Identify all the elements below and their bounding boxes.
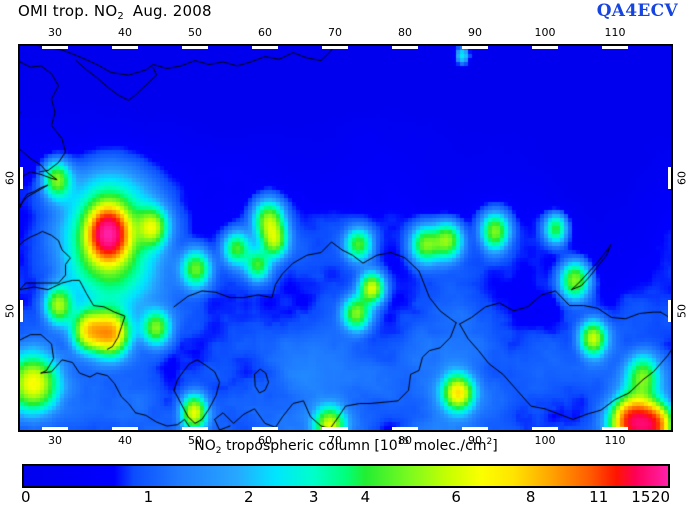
colorbar-tick-label-11: 11 <box>589 488 609 506</box>
x-tick-label-100: 100 <box>534 26 556 39</box>
y-tick-label-right-50: 50 <box>675 303 689 318</box>
y-tick-lft-60 <box>20 167 23 190</box>
colorbar[interactable] <box>22 464 670 488</box>
x-tick-top-30 <box>42 46 68 49</box>
x-tick-bot-90 <box>462 427 488 430</box>
x-tick-label-40: 40 <box>118 434 132 447</box>
x-tick-label-90: 90 <box>468 434 482 447</box>
colorbar-tick-label-6: 6 <box>451 488 461 506</box>
x-tick-label-90: 90 <box>468 26 482 39</box>
x-tick-label-70: 70 <box>328 434 342 447</box>
colorbar-tick-label-3: 3 <box>308 488 319 506</box>
map-plot-area[interactable] <box>18 44 673 432</box>
x-tick-label-50: 50 <box>188 26 202 39</box>
y-tick-label-left-50: 50 <box>3 303 17 318</box>
x-tick-top-90 <box>462 46 488 49</box>
colorbar-tick-label-8: 8 <box>525 488 536 506</box>
x-tick-bot-80 <box>392 427 418 430</box>
x-tick-label-110: 110 <box>604 26 626 39</box>
x-tick-label-60: 60 <box>258 26 272 39</box>
x-tick-top-50 <box>182 46 208 49</box>
caption-species-sub: 2 <box>215 446 222 456</box>
x-tick-label-70: 70 <box>328 26 342 39</box>
colorbar-tick-label-1: 1 <box>143 488 154 506</box>
x-tick-top-60 <box>252 46 278 49</box>
x-tick-top-100 <box>532 46 558 49</box>
x-tick-top-110 <box>602 46 628 49</box>
x-tick-bot-100 <box>532 427 558 430</box>
x-tick-label-110: 110 <box>604 434 626 447</box>
caption-main: tropospheric column [10 <box>225 438 398 454</box>
x-tick-label-40: 40 <box>118 26 132 39</box>
x-tick-bot-30 <box>42 427 68 430</box>
colorbar-caption: NO2 tropospheric column [1015 molec./cm2… <box>0 437 692 456</box>
x-tick-bot-60 <box>252 427 278 430</box>
colorbar-tick-label-2: 2 <box>244 488 254 506</box>
y-tick-lft-50 <box>20 299 23 322</box>
x-tick-label-80: 80 <box>398 26 412 39</box>
x-tick-top-40 <box>112 46 138 49</box>
colorbar-tick-label-0: 0 <box>21 488 31 506</box>
x-tick-bot-50 <box>182 427 208 430</box>
colorbar-tick-label-15: 15 <box>631 488 651 506</box>
x-tick-bot-40 <box>112 427 138 430</box>
caption-units-sup: 2 <box>486 437 493 447</box>
caption-exponent: 15 <box>397 437 410 447</box>
caption-close: ] <box>492 438 498 454</box>
x-tick-label-100: 100 <box>534 434 556 447</box>
title-period: Aug. 2008 <box>132 2 212 20</box>
x-tick-label-30: 30 <box>48 26 62 39</box>
x-tick-label-80: 80 <box>398 434 412 447</box>
x-tick-label-50: 50 <box>188 434 202 447</box>
x-tick-bot-70 <box>322 427 348 430</box>
caption-species: NO <box>194 438 216 454</box>
x-tick-label-60: 60 <box>258 434 272 447</box>
title-subscript: 2 <box>117 11 124 22</box>
x-tick-top-80 <box>392 46 418 49</box>
page-title: OMI trop. NO2 Aug. 2008 <box>18 2 212 22</box>
caption-units: molec./cm <box>409 438 487 454</box>
y-tick-label-left-60: 60 <box>3 171 17 186</box>
x-tick-label-30: 30 <box>48 434 62 447</box>
title-instrument: OMI trop. NO <box>18 2 118 20</box>
no2-heatmap-canvas <box>20 46 671 430</box>
y-tick-rgt-60 <box>668 167 671 190</box>
qa4ecv-logo: QA4ECV <box>596 1 678 21</box>
colorbar-tick-label-4: 4 <box>360 488 371 506</box>
y-tick-rgt-50 <box>668 299 671 322</box>
x-tick-bot-110 <box>602 427 628 430</box>
y-tick-label-right-60: 60 <box>675 171 689 186</box>
colorbar-gradient <box>24 466 668 486</box>
x-tick-top-70 <box>322 46 348 49</box>
colorbar-tick-label-20: 20 <box>650 488 670 506</box>
